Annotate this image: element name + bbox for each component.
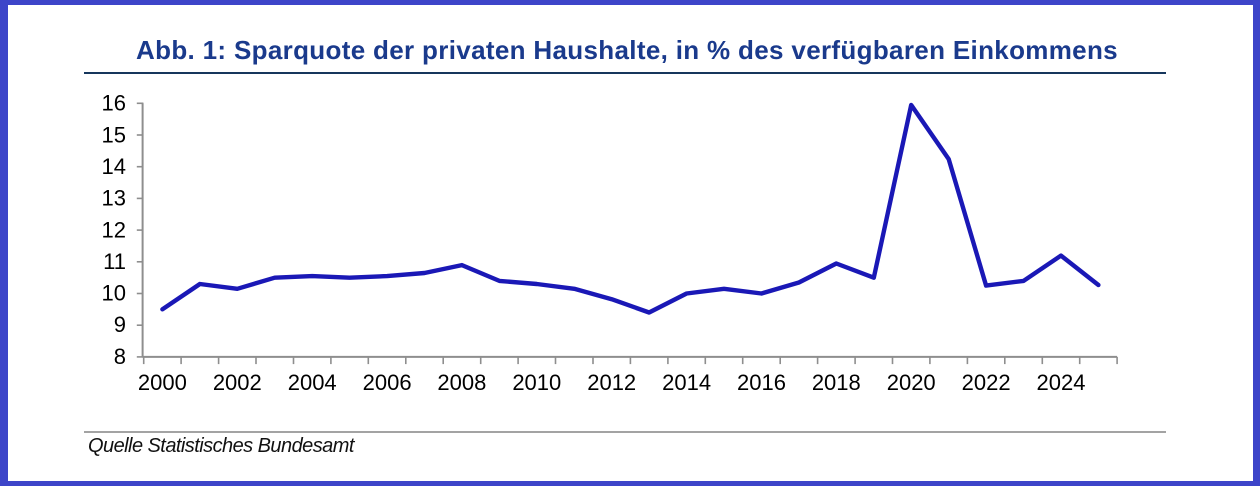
svg-text:8: 8 — [114, 344, 126, 369]
svg-text:2006: 2006 — [363, 370, 412, 395]
svg-text:2018: 2018 — [812, 370, 861, 395]
svg-text:9: 9 — [114, 312, 126, 337]
svg-text:11: 11 — [103, 249, 126, 274]
svg-text:2008: 2008 — [437, 370, 486, 395]
svg-text:2012: 2012 — [587, 370, 636, 395]
svg-text:2000: 2000 — [138, 370, 187, 395]
svg-text:2014: 2014 — [662, 370, 711, 395]
svg-text:12: 12 — [102, 217, 126, 242]
svg-text:2020: 2020 — [887, 370, 936, 395]
svg-text:2022: 2022 — [962, 370, 1011, 395]
svg-text:15: 15 — [102, 122, 126, 147]
svg-text:2002: 2002 — [213, 370, 262, 395]
svg-text:16: 16 — [102, 91, 126, 116]
svg-text:2024: 2024 — [1037, 370, 1086, 395]
svg-text:2004: 2004 — [288, 370, 337, 395]
svg-text:10: 10 — [102, 281, 126, 306]
svg-text:13: 13 — [102, 186, 126, 211]
svg-text:2010: 2010 — [512, 370, 561, 395]
svg-text:2016: 2016 — [737, 370, 786, 395]
svg-text:14: 14 — [102, 154, 126, 179]
